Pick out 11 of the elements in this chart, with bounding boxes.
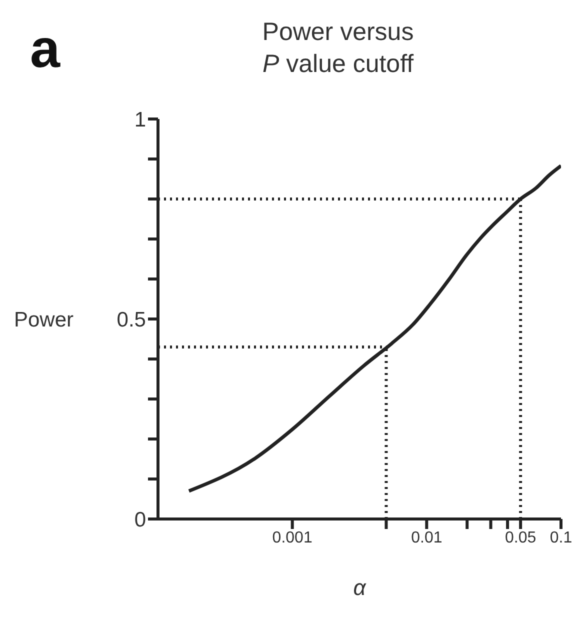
x-tick-label: 0.05 <box>504 529 536 546</box>
x-tick-label: 0.001 <box>272 529 312 546</box>
text: a <box>30 18 60 80</box>
y-tick-label: 1 <box>134 108 146 132</box>
x-tick-label: 0.1 <box>550 529 572 546</box>
chart-title: Power versus P value cutoff <box>261 17 415 80</box>
y-tick-label: 0.5 <box>116 308 146 332</box>
y-axis-title: Power <box>14 308 74 332</box>
y-tick-label: 0 <box>134 508 146 532</box>
x-tick-label: 0.01 <box>411 529 442 546</box>
x-axis-title: α <box>353 575 368 600</box>
